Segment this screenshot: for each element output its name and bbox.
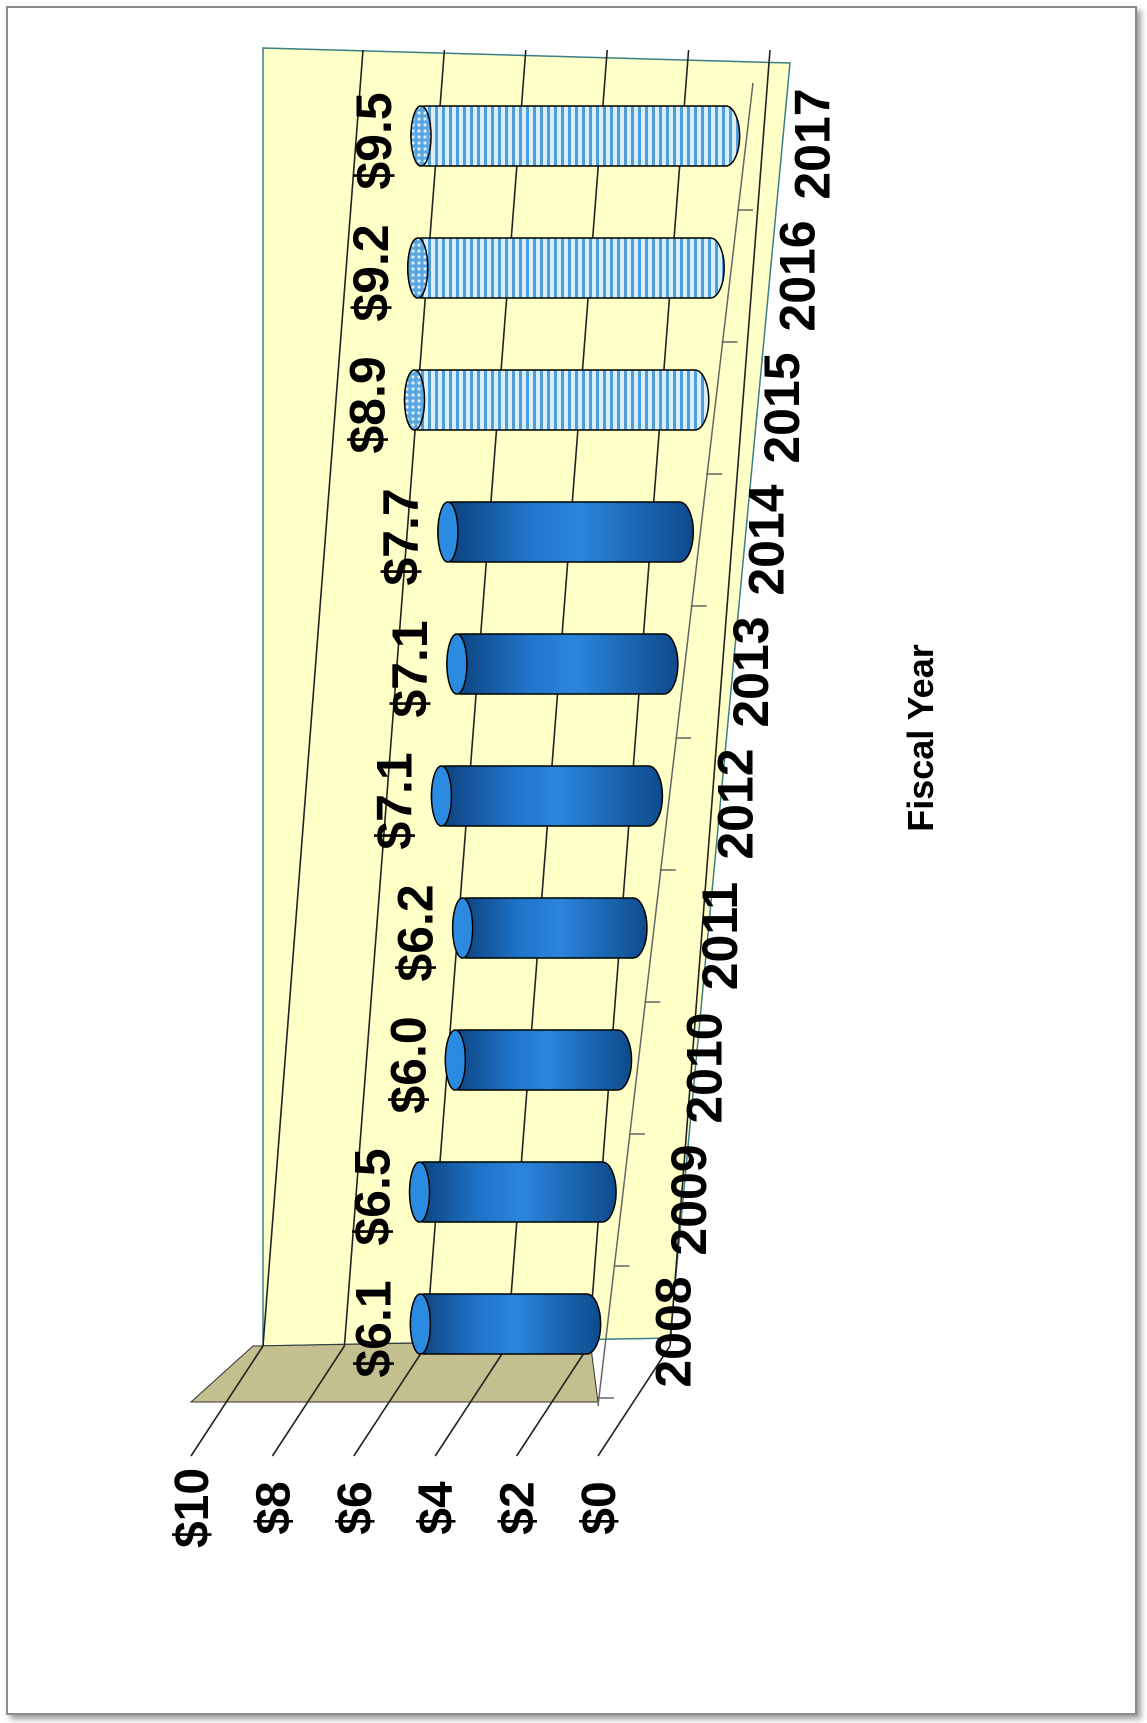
y-tick-label: $8 bbox=[247, 1481, 300, 1534]
chart: $0 $2 $4 $6 $8 $10 2008 2009 2010 2011 2012 2013 201… bbox=[166, 47, 941, 1548]
x-tick-label: 2013 bbox=[723, 616, 779, 727]
data-label: $9.2 bbox=[343, 224, 399, 321]
x-tick-label: 2012 bbox=[707, 748, 763, 859]
y-tick-label: $10 bbox=[166, 1468, 219, 1548]
gridline-floor bbox=[353, 1345, 427, 1457]
data-label: $8.9 bbox=[340, 356, 396, 453]
data-label: $7.7 bbox=[373, 488, 429, 585]
bar bbox=[437, 501, 695, 563]
bar-body bbox=[410, 105, 741, 167]
bar-cap bbox=[451, 897, 474, 959]
bar-body bbox=[403, 369, 710, 431]
x-tick-label: 2017 bbox=[785, 88, 841, 199]
gridline-floor bbox=[597, 1345, 671, 1457]
bar bbox=[408, 1161, 617, 1223]
y-tick-label: $4 bbox=[410, 1481, 463, 1535]
bar-body bbox=[430, 765, 664, 827]
data-label: $7.1 bbox=[382, 620, 438, 717]
x-tick-label: 2014 bbox=[738, 484, 794, 595]
bar-cap bbox=[403, 369, 426, 431]
bar bbox=[446, 633, 679, 695]
bar-body bbox=[437, 501, 695, 563]
bar bbox=[430, 765, 664, 827]
y-tick-label: $6 bbox=[329, 1481, 382, 1534]
bar-body bbox=[446, 633, 679, 695]
bar-cap bbox=[408, 1161, 431, 1223]
data-label: $6.0 bbox=[380, 1016, 436, 1113]
bar-cap bbox=[407, 237, 429, 299]
bar bbox=[444, 1029, 633, 1091]
bar bbox=[403, 369, 710, 431]
bar-body bbox=[407, 237, 725, 299]
x-axis-title: Fiscal Year bbox=[900, 644, 941, 832]
x-axis-line bbox=[597, 82, 754, 1407]
chart-frame: $0 $2 $4 $6 $8 $10 2008 2009 2010 2011 2012 2013 201… bbox=[6, 6, 1137, 1715]
bar-cap bbox=[446, 633, 468, 695]
y-tick-label: $0 bbox=[573, 1481, 626, 1534]
y-tick-label: $2 bbox=[492, 1481, 545, 1534]
bar bbox=[407, 237, 725, 299]
data-label: $6.2 bbox=[388, 884, 444, 981]
data-label: $7.1 bbox=[366, 752, 422, 849]
bar-cap bbox=[430, 765, 453, 827]
bar-body bbox=[451, 897, 648, 959]
gridline-floor bbox=[190, 1345, 264, 1457]
bar-body bbox=[444, 1029, 633, 1091]
bar bbox=[451, 897, 648, 959]
x-tick-label: 2011 bbox=[692, 882, 748, 990]
data-label: $6.5 bbox=[345, 1148, 401, 1245]
x-tick-label: 2015 bbox=[754, 352, 810, 463]
gridline-floor bbox=[271, 1345, 346, 1457]
bar bbox=[410, 105, 741, 167]
bar-body bbox=[408, 1161, 617, 1223]
x-tick-label: 2010 bbox=[677, 1012, 733, 1123]
bar-body bbox=[409, 1293, 602, 1355]
bar-cap bbox=[444, 1029, 467, 1091]
bar-cap bbox=[437, 501, 459, 563]
bar-cap bbox=[409, 1293, 432, 1355]
gridline bbox=[262, 49, 364, 1347]
x-tick-label: 2009 bbox=[661, 1144, 717, 1255]
bar bbox=[409, 1293, 602, 1355]
data-label: $6.1 bbox=[345, 1280, 401, 1377]
data-label: $9.5 bbox=[346, 92, 402, 189]
bar-cap bbox=[410, 105, 432, 167]
gridline bbox=[669, 49, 771, 1347]
x-tick-label: 2016 bbox=[769, 220, 825, 331]
gridline-floor bbox=[434, 1345, 508, 1457]
gridline-floor bbox=[515, 1345, 590, 1457]
x-tick-label: 2008 bbox=[646, 1276, 702, 1387]
